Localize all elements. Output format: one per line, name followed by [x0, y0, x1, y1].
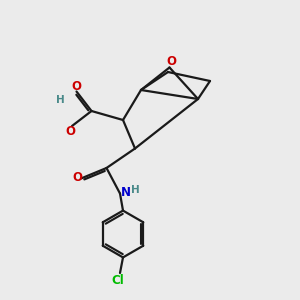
Text: O: O — [166, 55, 176, 68]
Text: O: O — [71, 80, 81, 94]
Text: H: H — [56, 94, 64, 105]
Text: H: H — [131, 185, 140, 195]
Text: Cl: Cl — [111, 274, 124, 287]
Text: N: N — [120, 185, 130, 199]
Text: O: O — [72, 171, 82, 184]
Text: O: O — [65, 125, 76, 138]
